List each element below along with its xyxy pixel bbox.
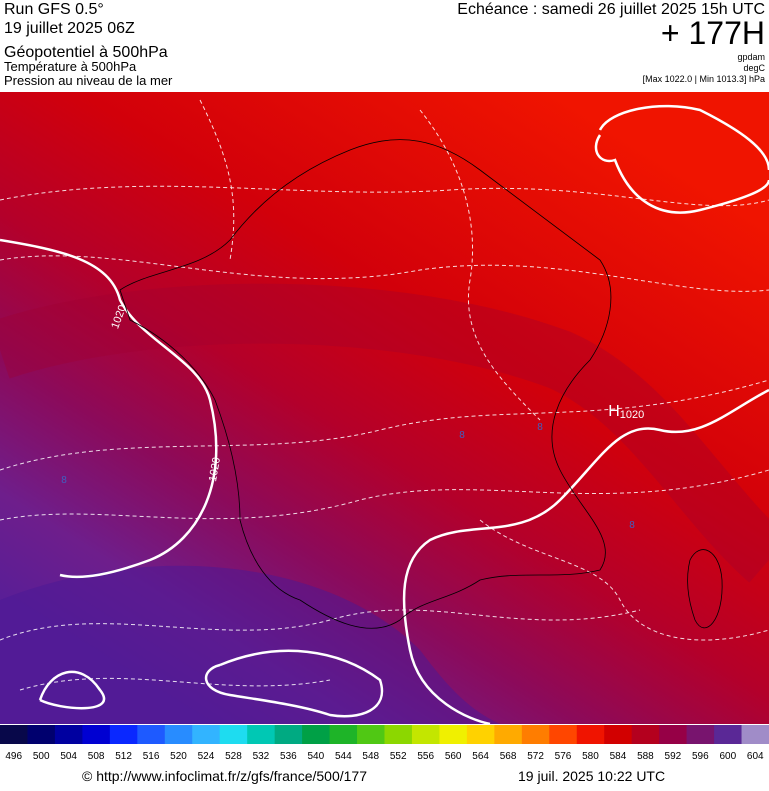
- echeance: Echéance : samedi 26 juillet 2025 15h UT…: [457, 1, 765, 18]
- legend-label: 572: [527, 751, 544, 762]
- legend-swatch: [631, 725, 660, 744]
- legend-label: 564: [472, 751, 489, 762]
- legend-label: 496: [5, 751, 22, 762]
- isobars: [0, 104, 769, 726]
- legend-label: 556: [417, 751, 434, 762]
- legend-label: 536: [280, 751, 297, 762]
- unit: gpdam: [737, 52, 765, 62]
- legend-label: 600: [719, 751, 736, 762]
- legend-label: 512: [115, 751, 132, 762]
- run: Run GFS 0.5°: [4, 1, 104, 18]
- legend-swatch: [604, 725, 633, 744]
- legend-swatch: [576, 725, 605, 744]
- legend-swatch: [137, 725, 166, 744]
- legend-label: 500: [33, 751, 50, 762]
- legend-label: 552: [390, 751, 407, 762]
- run-date: 19 juillet 2025 06Z: [4, 20, 135, 37]
- lead-time: + 177H: [661, 15, 765, 51]
- legend-swatch: [549, 725, 578, 744]
- legend-label: 588: [637, 751, 654, 762]
- legend-label: 528: [225, 751, 242, 762]
- isoline-label: 1020: [620, 409, 644, 421]
- legend-swatch: [0, 725, 28, 744]
- legend-label: 544: [335, 751, 352, 762]
- legend-swatch: [82, 725, 111, 744]
- legend-swatch: [329, 725, 358, 744]
- legend-label: 504: [60, 751, 77, 762]
- legend-swatch: [27, 725, 56, 744]
- legend-swatch: [686, 725, 715, 744]
- legend-swatch: [411, 725, 440, 744]
- legend-swatch: [164, 725, 193, 744]
- legend-swatch: [109, 725, 138, 744]
- footer-time: 19 juil. 2025 10:22 UTC: [518, 768, 665, 784]
- legend-swatch: [192, 725, 221, 744]
- legend-swatch: [357, 725, 385, 744]
- field: Pression au niveau de la mer: [4, 73, 173, 88]
- field-band: [0, 283, 769, 583]
- legend-swatch: [714, 725, 743, 744]
- legend-swatch: [521, 725, 550, 744]
- legend-label: 524: [198, 751, 215, 762]
- legend-label: 568: [500, 751, 517, 762]
- legend-swatch: [494, 725, 523, 744]
- legend-label: 584: [610, 751, 627, 762]
- legend-label: 532: [253, 751, 270, 762]
- isoline-label: 8: [61, 475, 67, 486]
- legend-swatch: [54, 725, 83, 744]
- legend-swatch: [219, 725, 248, 744]
- legend-swatch: [659, 725, 688, 744]
- legend-label: 592: [665, 751, 682, 762]
- footer-url: © http://www.infoclimat.fr/z/gfs/france/…: [82, 768, 367, 784]
- legend-label: 516: [143, 751, 160, 762]
- field: Température à 500hPa: [4, 59, 137, 74]
- legend-swatch: [439, 725, 468, 744]
- field-band: [0, 565, 500, 724]
- legend-swatch: [247, 725, 276, 744]
- coastlines: [119, 139, 723, 629]
- legend-label: 548: [362, 751, 379, 762]
- legend-swatch: [384, 725, 413, 744]
- isoline-label: 8: [459, 430, 465, 441]
- range: [Max 1022.0 | Min 1013.3] hPa: [643, 74, 765, 84]
- legend-label: 540: [307, 751, 324, 762]
- isoline-label: 8: [629, 520, 635, 531]
- legend-label: 604: [747, 751, 764, 762]
- legend-swatch: [741, 725, 769, 744]
- isoline-label: 8: [537, 422, 543, 433]
- unit: degC: [743, 63, 765, 73]
- legend-label: 560: [445, 751, 462, 762]
- legend-label: 520: [170, 751, 187, 762]
- temperature-contours: [0, 99, 769, 691]
- isoline-label: H: [608, 403, 620, 420]
- legend: 496 500 504 508 512 516 520 524 528 532 536 540 544 5…: [0, 725, 769, 762]
- legend-swatch: [466, 725, 495, 744]
- legend-swatch: [302, 725, 331, 744]
- legend-label: 596: [692, 751, 709, 762]
- legend-label: 508: [88, 751, 105, 762]
- legend-swatch: [274, 725, 303, 744]
- isoline-label: 1020: [207, 456, 223, 482]
- legend-label: 576: [555, 751, 572, 762]
- legend-label: 580: [582, 751, 599, 762]
- field: Géopotentiel à 500hPa: [4, 44, 168, 61]
